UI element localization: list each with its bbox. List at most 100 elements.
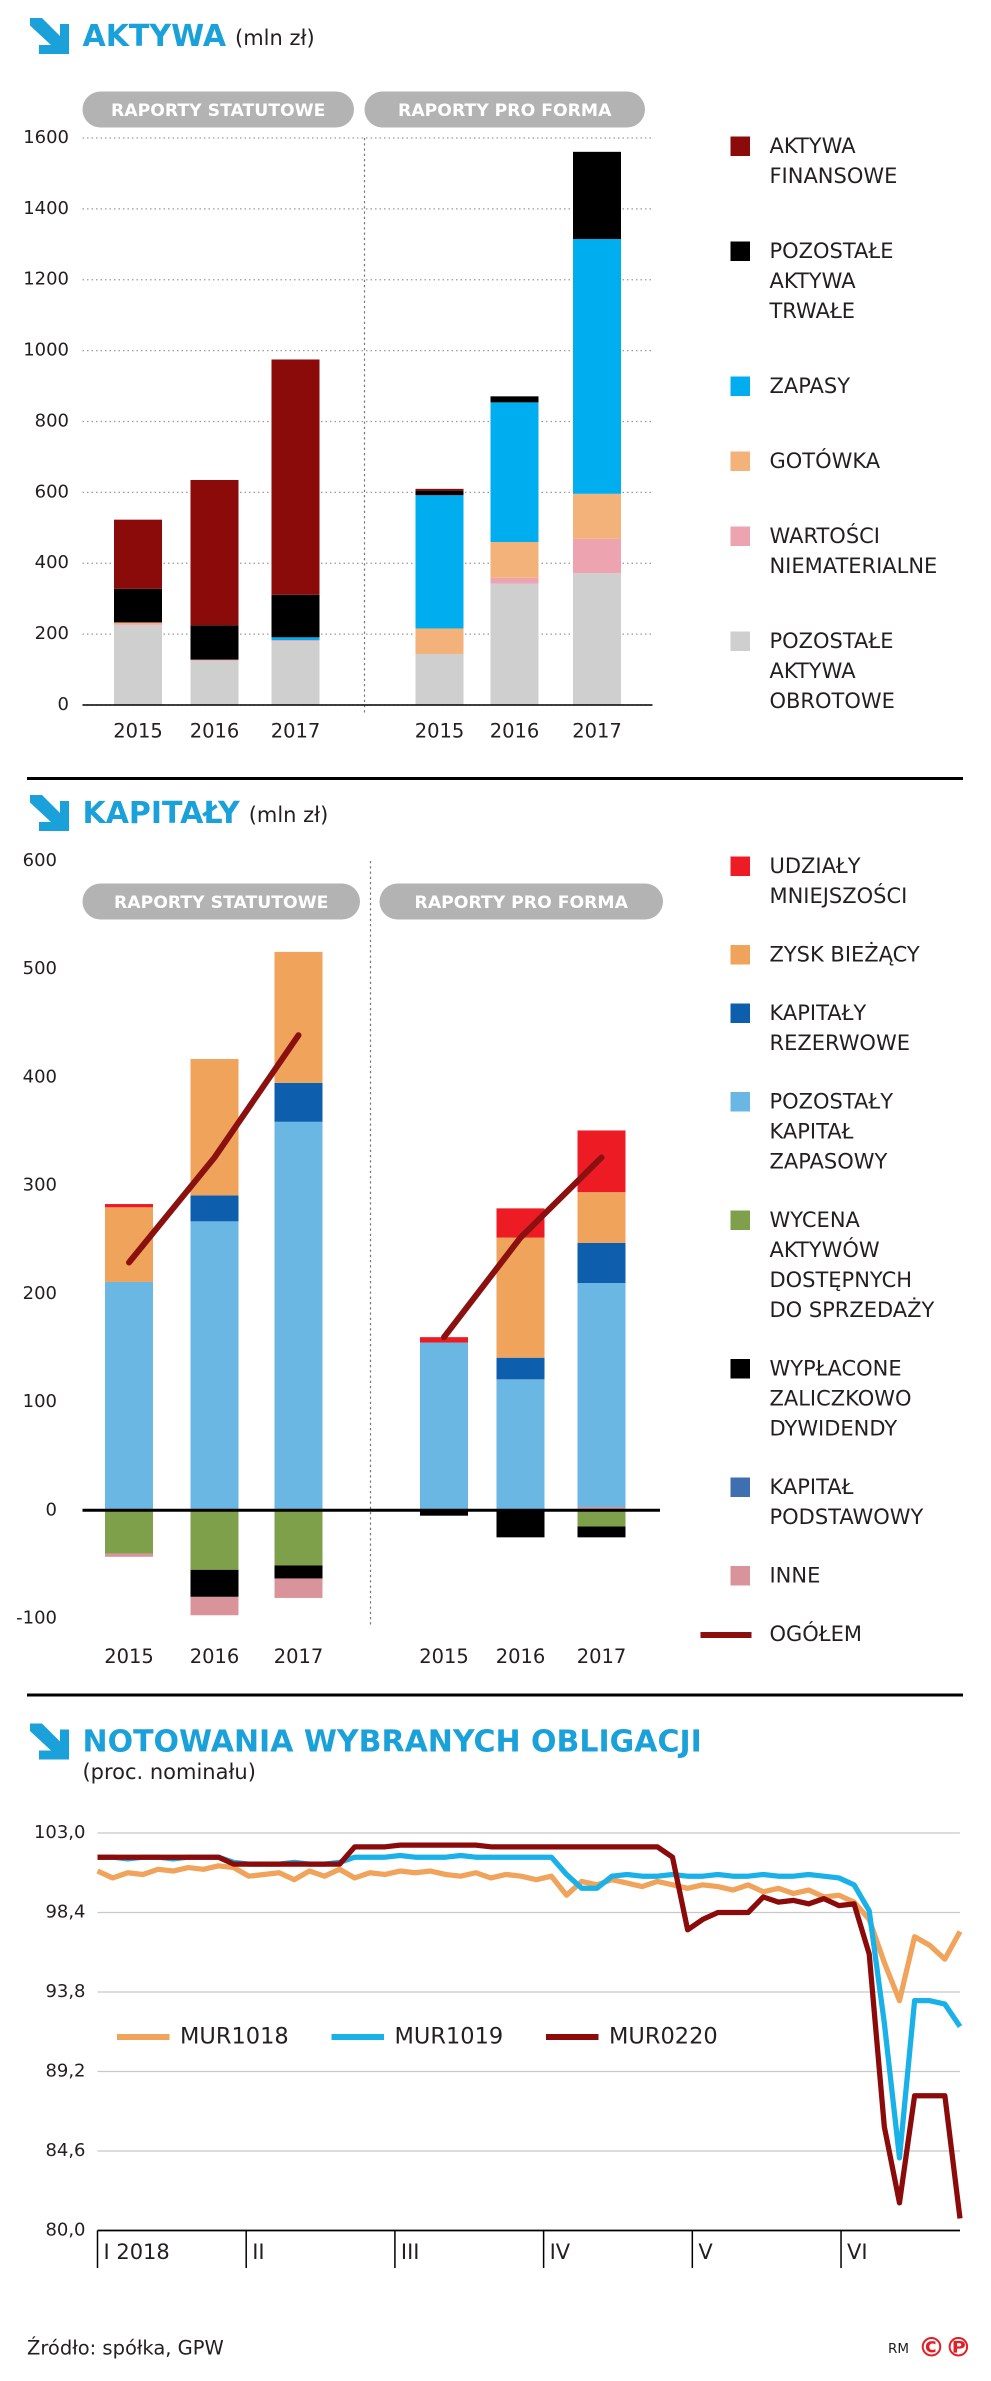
chart-subtitle: (proc. nominału) <box>82 1760 255 1784</box>
bar-segment <box>490 541 539 578</box>
bar-segment <box>577 1526 626 1538</box>
bar-segment <box>113 519 162 589</box>
legend-line: TRWAŁE <box>768 299 855 323</box>
legend-line: WYCENA <box>769 1208 866 1232</box>
legend-line: UDZIAŁY <box>769 854 867 878</box>
legend-line: DYWIDENDY <box>769 1417 897 1441</box>
legend-label: KAPITAŁ PODSTAWOWY <box>769 1475 923 1529</box>
x-tick-label: I 2018 <box>103 2240 169 2264</box>
y-tick-label: 800 <box>35 411 69 432</box>
legend-swatch <box>730 856 750 877</box>
legend-swatch <box>730 451 750 472</box>
legend-swatch <box>730 945 750 965</box>
bar-segment <box>577 1510 626 1527</box>
legend-label: POZOSTAŁY KAPITAŁ ZAPASOWY <box>769 1090 899 1174</box>
legend-swatch <box>730 1092 750 1112</box>
legend-label: UDZIAŁY MNIEJSZOŚCI <box>769 854 907 908</box>
legend-label: WYPŁACONE ZALICZKOWO DYWIDENDY <box>769 1357 918 1441</box>
legend-line: DO SPRZEDAŻY <box>769 1297 934 1322</box>
x-tick-label: 2015 <box>419 1645 469 1668</box>
y-tick-label: 98,4 <box>45 1901 85 1922</box>
bar-segment <box>113 622 162 625</box>
x-tick-label: 2017 <box>274 1645 324 1668</box>
x-tick-label: II <box>252 2240 264 2264</box>
bar-segment <box>190 1596 239 1616</box>
bar-segment <box>490 396 539 403</box>
bar-segment <box>572 538 621 574</box>
legend-line: KAPITAŁ <box>769 1475 860 1499</box>
bar-segment <box>271 641 320 706</box>
legend-line: FINANSOWE <box>769 164 897 188</box>
y-tick-label: 200 <box>35 623 69 644</box>
bar-segment <box>415 628 464 654</box>
legend-label: KAPITAŁY REZERWOWE <box>769 1001 909 1055</box>
x-tick-label: 2015 <box>113 720 163 743</box>
bar-segment <box>271 594 320 638</box>
bar-segment <box>190 1510 239 1570</box>
bar-segment <box>496 1379 545 1511</box>
x-tick-label: 2015 <box>104 1645 154 1668</box>
source-note: Źródło: spółka, GPW <box>27 2336 224 2359</box>
arrow-icon <box>29 18 69 55</box>
legend-line: ZALICZKOWO <box>769 1387 918 1411</box>
legend-swatch <box>730 136 750 157</box>
y-tick-label: 1200 <box>23 269 69 290</box>
arrow-icon <box>29 795 69 832</box>
group-label: RAPORTY STATUTOWE <box>111 101 325 121</box>
legend-label: WARTOŚCI NIEMATERIALNE <box>769 523 937 578</box>
legend-swatch <box>730 526 750 547</box>
legend-line: NIEMATERIALNE <box>769 554 937 578</box>
legend-line: KAPITAŁ <box>769 1120 860 1144</box>
bar-segment <box>113 624 162 626</box>
y-tick-label: 103,0 <box>34 1822 86 1843</box>
legend-line: KAPITAŁY <box>769 1001 872 1025</box>
legend-swatch <box>730 1003 750 1024</box>
group-label: RAPORTY STATUTOWE <box>114 893 328 913</box>
bar-segment <box>577 1192 626 1243</box>
bar-segment <box>274 1121 323 1511</box>
y-tick-label: 200 <box>23 1283 57 1304</box>
arrow-icon <box>29 1723 69 1760</box>
y-tick-label: 1000 <box>23 340 69 361</box>
x-tick-label: 2016 <box>190 720 240 743</box>
bar-segment <box>104 1281 153 1511</box>
legend-line: ZAPASOWY <box>769 1150 887 1174</box>
group-pill <box>364 91 645 128</box>
bar-segment <box>271 359 320 595</box>
bar-segment <box>415 490 464 496</box>
legend-line: ZAPASY <box>769 374 850 398</box>
y-tick-label: 300 <box>23 1175 57 1196</box>
legend-label: MUR1019 <box>394 2023 503 2049</box>
y-tick-label: 1400 <box>23 198 69 219</box>
price-line <box>97 1842 963 2219</box>
logo: ©℗ <box>918 2332 972 2363</box>
legend-label: INNE <box>769 1564 820 1588</box>
x-tick-label: VI <box>847 2240 868 2264</box>
legend-swatch <box>730 1210 750 1231</box>
bar-segment <box>572 573 621 706</box>
chart-subtitle: (mln zł) <box>249 803 329 827</box>
legend-label: WYCENA AKTYWÓW DOSTĘPNYCH DO SPRZEDAŻY <box>769 1208 934 1322</box>
bar-segment <box>577 1507 626 1511</box>
y-tick-label: 600 <box>35 481 69 502</box>
bar-segment <box>572 493 621 539</box>
bar-segment <box>190 1569 239 1597</box>
legend-line: GOTÓWKA <box>769 448 880 473</box>
legend-line: POZOSTAŁE <box>769 239 900 263</box>
legend-line: DOSTĘPNYCH <box>769 1268 918 1292</box>
bar-segment <box>419 1342 468 1511</box>
x-tick-label: 2016 <box>496 1645 546 1668</box>
group-pill <box>82 91 354 128</box>
legend-label: POZOSTAŁE AKTYWA OBROTOWE <box>769 629 900 713</box>
y-tick-label: 100 <box>23 1391 57 1412</box>
x-tick-label: V <box>698 2240 713 2264</box>
chart-title: NOTOWANIA WYBRANYCH OBLIGACJI <box>82 1724 701 1759</box>
bar-segment <box>415 495 464 629</box>
legend-line: POZOSTAŁE <box>769 629 900 653</box>
legend-line: PODSTAWOWY <box>769 1505 923 1529</box>
bar-segment <box>415 653 464 706</box>
legend-swatch <box>730 1359 750 1379</box>
y-tick-label: 400 <box>23 1066 57 1087</box>
bar-segment <box>572 151 621 240</box>
